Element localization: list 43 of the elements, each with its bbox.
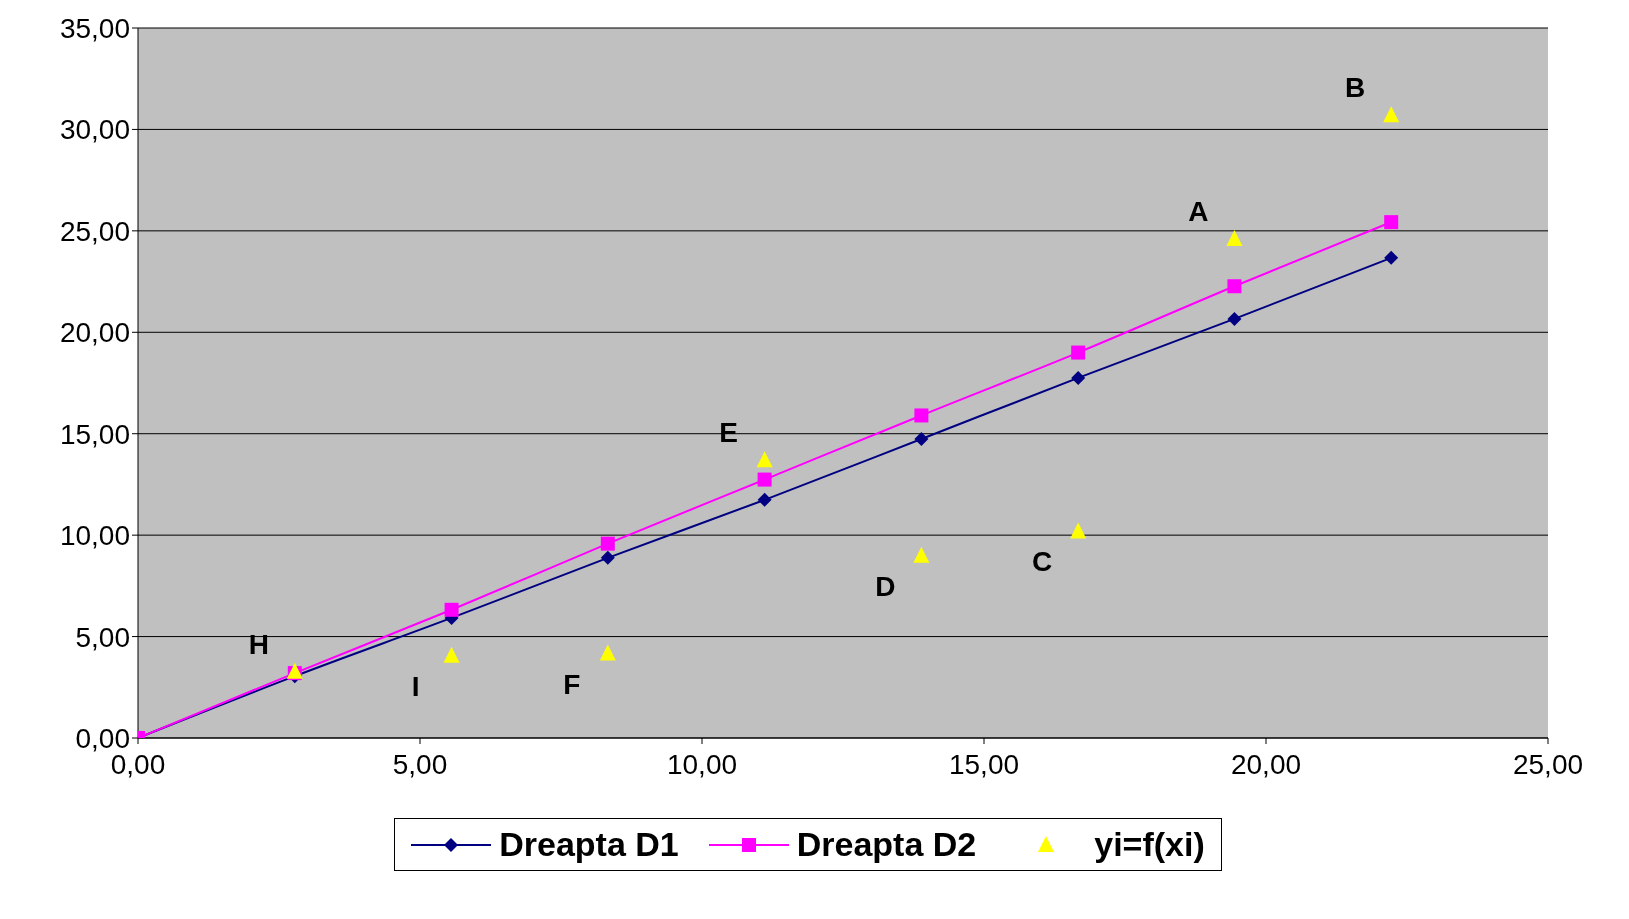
x-tick-label: 5,00 [392,748,448,780]
y-tick-label: 25,00 [59,215,130,247]
x-tick-label: 25,00 [1512,748,1584,780]
y-tick-label: 10,00 [59,520,130,552]
annotation: D [875,570,896,602]
y-tick-label: 30,00 [59,114,130,146]
x-tick-label: 10,00 [666,748,738,780]
annotation: C [1032,546,1053,578]
y-tick-label: 35,00 [59,12,130,44]
point [1226,229,1243,246]
point [1384,215,1399,230]
point [913,546,930,563]
annotation: F [563,668,581,700]
y-tick-label: 15,00 [59,418,130,450]
annotation: A [1188,195,1209,227]
point [599,644,616,661]
point [756,451,773,468]
point [1227,279,1242,294]
point [1384,250,1399,265]
y-tick-label: 20,00 [59,317,130,349]
point [757,472,772,487]
point [757,492,772,507]
annotation: B [1345,72,1366,104]
point [1383,106,1400,123]
point [914,408,929,423]
point [600,536,615,551]
x-tick-label: 15,00 [948,748,1020,780]
point [1071,345,1086,360]
point [1070,522,1087,539]
point [443,646,460,663]
annotation: H [248,628,269,660]
legend-label: Dreapta D2 [796,825,977,864]
point [914,431,929,446]
annotation: I [411,670,420,702]
x-tick-label: 20,00 [1230,748,1302,780]
point [286,662,303,679]
point [600,550,615,565]
legend-label: yi=f(xi) [1094,825,1205,864]
y-tick-label: 5,00 [75,621,130,653]
legend-label: Dreapta D1 [499,825,679,864]
point [1071,370,1086,385]
point [444,602,459,617]
point [1227,311,1242,326]
